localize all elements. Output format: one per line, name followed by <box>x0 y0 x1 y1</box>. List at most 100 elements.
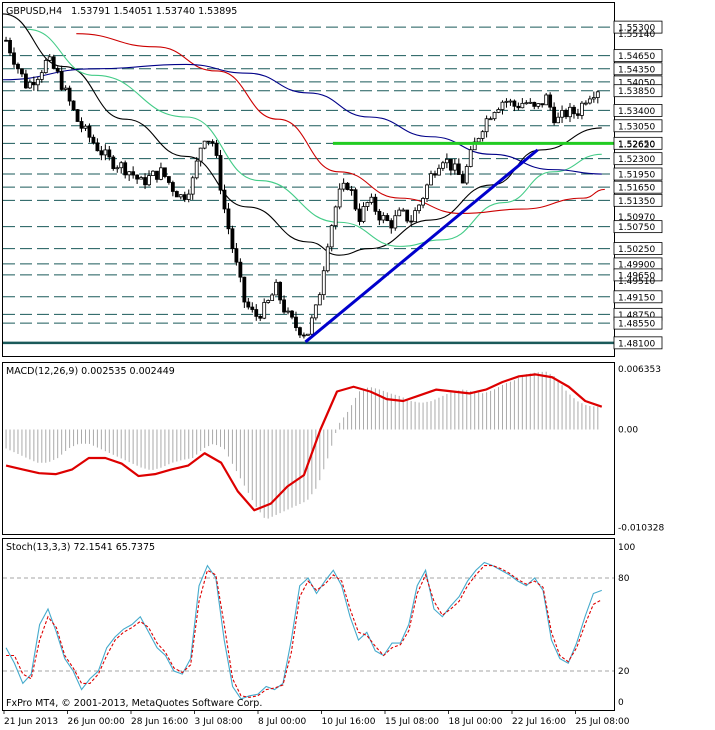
candle-body <box>206 140 211 143</box>
price-tag-box <box>613 336 663 350</box>
candle-body <box>103 149 108 156</box>
candle-body <box>528 101 533 104</box>
price-level-label: 1.52300 <box>618 155 655 165</box>
price-tag-box <box>613 104 663 117</box>
candle-body <box>337 188 342 208</box>
candle-body <box>583 102 588 105</box>
candle-body <box>226 208 231 230</box>
candle-body <box>576 113 580 116</box>
price-tag-box <box>613 20 663 34</box>
macd-axis-tick: 0.006353 <box>618 365 661 375</box>
candle-body <box>317 294 322 306</box>
price-level-lines <box>3 26 614 345</box>
candle-body <box>174 191 179 198</box>
price-tag-box <box>613 220 663 234</box>
candle-body <box>266 300 271 303</box>
price-tag-box <box>613 316 663 330</box>
candle-body <box>437 167 441 176</box>
time-axis-label: 15 Jul 08:00 <box>385 717 439 727</box>
candle-body <box>536 103 541 107</box>
candle-body <box>222 189 227 210</box>
candle-body <box>413 210 418 223</box>
price-tag-box <box>613 193 663 207</box>
candle-body <box>496 109 501 113</box>
candle-body <box>43 60 48 74</box>
candle-body <box>190 177 195 195</box>
price-axis-tick: 1.50970 <box>618 213 655 223</box>
price-panel[interactable]: GBPUSD,H4 1.53791 1.54051 1.53740 1.5389… <box>2 2 663 357</box>
macd-signal-path <box>5 373 603 512</box>
candle-body <box>393 215 398 229</box>
candle-body <box>270 294 275 301</box>
candle-body <box>381 215 386 221</box>
candle-body <box>67 87 72 102</box>
price-level-label: 1.51350 <box>618 197 655 207</box>
candle-body <box>484 118 489 133</box>
price-level-label: 1.54050 <box>618 78 655 88</box>
price-level-label: 1.49150 <box>618 293 655 303</box>
candle-body <box>500 101 505 110</box>
symbol-header: GBPUSD,H4 1.53791 1.54051 1.53740 1.5389… <box>6 6 237 17</box>
candle-body <box>309 317 314 335</box>
macd-axis-tick: -0.010328 <box>618 524 664 534</box>
time-axis-label: 28 Jun 16:00 <box>131 717 188 727</box>
price-tag-box <box>613 180 663 194</box>
candle-body <box>373 196 378 212</box>
macd-panel[interactable]: MACD(12,26,9) 0.002535 0.002449 0.006353… <box>2 362 665 535</box>
candle-body <box>119 162 124 169</box>
moving-average-line <box>76 33 605 215</box>
candle-body <box>91 136 96 144</box>
candle-body <box>544 94 549 106</box>
price-level-label: 1.49900 <box>618 260 655 270</box>
price-level-label: 1.51950 <box>618 171 655 181</box>
candle-body <box>131 171 136 176</box>
price-tag-box <box>613 290 663 304</box>
candle-body <box>242 276 247 303</box>
uptrend-line[interactable] <box>304 148 539 344</box>
candle-body <box>540 103 545 106</box>
stoch-axis-tick: 20 <box>618 667 630 677</box>
candle-body <box>59 70 64 90</box>
time-axis-label: 21 Jun 2013 <box>4 717 58 727</box>
candle-body <box>353 189 358 210</box>
candle-body <box>389 220 394 229</box>
candle-body <box>365 202 370 207</box>
price-axis-tick: 1.52620 <box>618 141 655 151</box>
candle-body <box>325 246 330 272</box>
candle-body <box>480 131 485 139</box>
stoch-signal-line <box>6 565 603 698</box>
price-level-label: 1.55300 <box>618 24 655 34</box>
candle-body <box>246 301 251 308</box>
candle-body <box>369 196 374 203</box>
candle-body <box>357 208 362 222</box>
candle-body <box>230 228 235 250</box>
trend-drawings[interactable] <box>304 141 614 344</box>
candle-body <box>441 162 445 169</box>
candle-body <box>429 173 433 186</box>
stochastic-panel[interactable]: Stoch(13,3,3) 72.1541 65.7375 FxPro MT4,… <box>2 538 636 711</box>
candle-body <box>87 125 92 138</box>
candle-body <box>163 167 167 177</box>
ohlc-values: 1.53791 1.54051 1.53740 1.53895 <box>71 6 237 17</box>
candle-body <box>99 150 104 156</box>
candle-body <box>170 182 175 192</box>
candle-body <box>16 63 20 70</box>
price-level-label: 1.49650 <box>618 271 655 281</box>
candle-body <box>20 68 24 75</box>
candle-body <box>282 299 286 313</box>
candle-body <box>178 194 183 198</box>
candle-body <box>35 79 40 86</box>
candle-body <box>468 149 473 167</box>
candle-body <box>39 72 44 80</box>
candle-body <box>166 176 171 183</box>
price-tag-box <box>613 136 663 150</box>
price-axis-tick: 1.55140 <box>618 30 655 40</box>
candle-body <box>377 210 382 221</box>
candle-body <box>302 334 306 337</box>
candle-body <box>548 94 553 108</box>
time-axis-label: 10 Jul 16:00 <box>322 717 376 727</box>
candle-body <box>305 333 310 336</box>
candle-body <box>218 155 223 191</box>
